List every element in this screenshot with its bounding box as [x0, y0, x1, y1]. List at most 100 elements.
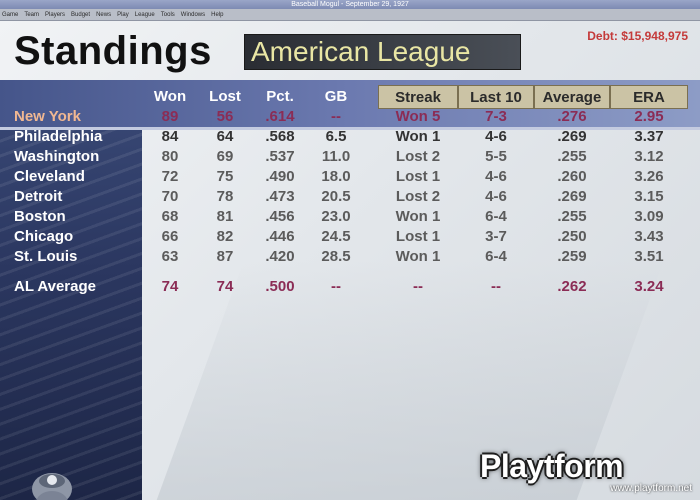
cell-won: 89	[161, 108, 179, 125]
cell-streak: Won 5	[395, 108, 441, 125]
team-name[interactable]: New York	[14, 108, 81, 125]
cell-pct: .420	[265, 248, 295, 265]
cell-lost: 81	[216, 208, 234, 225]
league-selector[interactable]: American League	[244, 34, 521, 70]
team-name[interactable]: Chicago	[14, 228, 74, 245]
cell-batting-average: .255	[557, 148, 587, 165]
cell-batting-average: .250	[557, 228, 587, 245]
col-header-pct[interactable]: Pct.	[266, 88, 294, 105]
cell-last10: 6-4	[485, 208, 507, 225]
cell-batting-average: .269	[557, 128, 587, 145]
cell-gb: --	[331, 108, 341, 125]
col-header-average[interactable]: Average	[534, 85, 610, 109]
cell-streak: Lost 1	[395, 228, 441, 245]
col-header-era[interactable]: ERA	[610, 85, 688, 109]
menu-team[interactable]: Team	[24, 12, 40, 18]
cell-gb: 6.5	[325, 128, 347, 145]
col-header-gb[interactable]: GB	[324, 88, 348, 105]
cell-last10: 3-7	[485, 228, 507, 245]
team-name[interactable]: St. Louis	[14, 248, 78, 265]
team-name[interactable]: Philadelphia	[14, 128, 103, 145]
playtform-watermark: Playtform www.playtform.net	[480, 448, 692, 494]
cell-era: 3.15	[634, 188, 664, 205]
cell-lost: 87	[216, 248, 234, 265]
cell-last10: 4-6	[485, 188, 507, 205]
menu-news[interactable]: News	[96, 12, 112, 18]
cell-pct: .490	[265, 168, 295, 185]
average-label: AL Average	[14, 278, 96, 295]
standings-screen: Standings American League Debt: $15,948,…	[0, 21, 700, 500]
average-pct: .500	[265, 278, 295, 295]
cell-era: 3.12	[634, 148, 664, 165]
cell-gb: 28.5	[321, 248, 351, 265]
cell-gb: 23.0	[321, 208, 351, 225]
average-lost: 74	[216, 278, 234, 295]
cell-won: 84	[161, 128, 179, 145]
cell-era: 3.09	[634, 208, 664, 225]
menu-windows[interactable]: Windows	[180, 12, 206, 18]
cell-era: 3.37	[634, 128, 664, 145]
cell-gb: 11.0	[321, 148, 351, 165]
cell-streak: Lost 2	[395, 188, 441, 205]
cell-pct: .446	[265, 228, 295, 245]
team-name[interactable]: Boston	[14, 208, 66, 225]
cell-last10: 4-6	[485, 128, 507, 145]
cell-gb: 18.0	[321, 168, 351, 185]
menu-play[interactable]: Play	[117, 12, 129, 18]
menu-players[interactable]: Players	[45, 12, 66, 18]
cell-gb: 24.5	[321, 228, 351, 245]
cell-batting-average: .259	[557, 248, 587, 265]
cell-won: 72	[161, 168, 179, 185]
debt-readout: Debt: $15,948,975	[587, 29, 688, 43]
window-titlebar: Baseball Mogul - September 29, 1927	[0, 0, 700, 9]
cell-era: 3.43	[634, 228, 664, 245]
page-title: Standings	[14, 29, 212, 73]
cell-last10: 7-3	[485, 108, 507, 125]
cell-lost: 75	[216, 168, 234, 185]
cell-era: 3.51	[634, 248, 664, 265]
average-streak: --	[413, 278, 423, 295]
menu-help[interactable]: Help	[211, 12, 224, 18]
average-last10: --	[491, 278, 501, 295]
stadium-stands-background	[0, 80, 142, 500]
cell-streak: Won 1	[395, 248, 441, 265]
cell-won: 80	[161, 148, 179, 165]
cell-streak: Won 1	[395, 208, 441, 225]
league-name: American League	[251, 36, 471, 67]
team-name[interactable]: Cleveland	[14, 168, 85, 185]
menu-game[interactable]: Game	[2, 12, 19, 18]
average-batting: .262	[557, 278, 587, 295]
cell-era: 3.26	[634, 168, 664, 185]
cell-streak: Lost 1	[395, 168, 441, 185]
cell-streak: Lost 2	[395, 148, 441, 165]
menu-bar: Game Team Players Budget News Play Leagu…	[0, 9, 700, 21]
col-header-last10[interactable]: Last 10	[458, 85, 534, 109]
menu-tools[interactable]: Tools	[160, 12, 175, 18]
cell-last10: 5-5	[485, 148, 507, 165]
cell-last10: 6-4	[485, 248, 507, 265]
cell-pct: .473	[265, 188, 295, 205]
cell-gb: 20.5	[321, 188, 351, 205]
cell-batting-average: .276	[557, 108, 587, 125]
col-header-streak[interactable]: Streak	[378, 85, 458, 109]
cell-lost: 78	[216, 188, 234, 205]
window-title: Baseball Mogul - September 29, 1927	[291, 1, 409, 8]
average-won: 74	[161, 278, 179, 295]
team-name[interactable]: Detroit	[14, 188, 63, 205]
cell-batting-average: .269	[557, 188, 587, 205]
cell-pct: .537	[265, 148, 295, 165]
cell-lost: 69	[216, 148, 234, 165]
cell-won: 70	[161, 188, 179, 205]
menu-budget[interactable]: Budget	[71, 12, 91, 18]
menu-league[interactable]: League	[134, 12, 155, 18]
cell-batting-average: .260	[557, 168, 587, 185]
cell-streak: Won 1	[395, 128, 441, 145]
col-header-lost[interactable]: Lost	[209, 88, 241, 105]
cell-batting-average: .255	[557, 208, 587, 225]
cell-lost: 82	[216, 228, 234, 245]
team-name[interactable]: Washington	[14, 148, 100, 165]
cell-pct: .568	[265, 128, 295, 145]
col-header-won[interactable]: Won	[153, 88, 187, 105]
cell-won: 66	[161, 228, 179, 245]
cell-won: 63	[161, 248, 179, 265]
